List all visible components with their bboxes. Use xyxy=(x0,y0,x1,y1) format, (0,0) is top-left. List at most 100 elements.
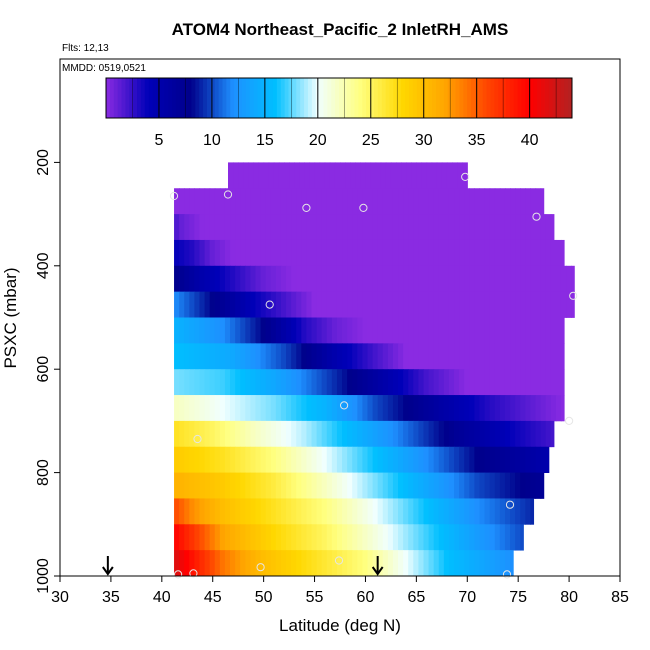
heatmap-cell xyxy=(306,420,313,448)
heatmap-cell xyxy=(494,265,501,293)
colorbar-segment xyxy=(241,78,247,118)
heatmap-cell xyxy=(448,317,455,344)
colorbar-segment xyxy=(467,78,472,118)
heatmap-cell xyxy=(515,446,521,473)
heatmap-cell xyxy=(392,472,399,499)
heatmap-cell xyxy=(331,317,338,344)
colorbar-segment xyxy=(568,78,573,118)
heatmap-cell xyxy=(194,524,201,551)
heatmap-cell xyxy=(443,265,450,293)
heatmap-cell xyxy=(280,317,287,344)
colorbar-segment xyxy=(436,78,441,118)
heatmap-cell xyxy=(230,265,236,293)
x-tick-label: 40 xyxy=(153,589,171,606)
heatmap-cell xyxy=(448,472,455,499)
heatmap-cell xyxy=(204,420,211,448)
heatmap-cell xyxy=(382,498,389,525)
heatmap-cell xyxy=(433,317,440,344)
heatmap-cell xyxy=(479,472,486,499)
heatmap-cell xyxy=(443,317,450,344)
heatmap-cell xyxy=(372,343,379,370)
colorbar-tick-label: 5 xyxy=(155,132,164,149)
heatmap-cell xyxy=(367,239,374,267)
heatmap-cell xyxy=(250,550,257,577)
heatmap-cell xyxy=(387,524,394,551)
heatmap-cell xyxy=(413,188,419,215)
colorbar-segment xyxy=(552,78,557,118)
heatmap-cell xyxy=(316,498,323,525)
colorbar-segment xyxy=(509,78,515,118)
colorbar-segment xyxy=(323,78,328,118)
heatmap-cell xyxy=(362,446,369,473)
heatmap-cell xyxy=(214,420,221,448)
heatmap-cell xyxy=(286,446,292,473)
heatmap-cell xyxy=(331,239,338,267)
heatmap-cell xyxy=(235,498,241,525)
heatmap-cell xyxy=(224,265,231,293)
colorbar-segment xyxy=(300,78,305,118)
heatmap-cell xyxy=(240,395,246,422)
heatmap-cell xyxy=(377,472,384,499)
heatmap-cell xyxy=(484,369,491,396)
heatmap-cell xyxy=(347,395,353,422)
heatmap-cell xyxy=(459,239,465,267)
y-tick-label: 1000 xyxy=(35,558,52,594)
heatmap-cell xyxy=(194,550,201,577)
heatmap-cell xyxy=(464,420,470,448)
heatmap-cell xyxy=(423,291,430,318)
heatmap-cell xyxy=(245,188,251,215)
flight-point xyxy=(256,563,265,572)
heatmap-cell xyxy=(367,214,374,241)
heatmap-cell xyxy=(515,524,521,551)
colorbar-segment xyxy=(230,78,235,118)
heatmap-cell xyxy=(510,395,516,422)
flight-point xyxy=(174,570,183,579)
colorbar-segment xyxy=(486,78,491,118)
heatmap-cell xyxy=(321,498,328,525)
heatmap-cell xyxy=(214,188,221,215)
heatmap-cell xyxy=(260,524,267,551)
heatmap-cell xyxy=(499,214,506,241)
heatmap-cell xyxy=(525,214,531,241)
heatmap-cell xyxy=(280,291,287,318)
heatmap-cell xyxy=(387,239,394,267)
heatmap-cell xyxy=(499,343,506,370)
heatmap-cell xyxy=(377,239,384,267)
heatmap-cell xyxy=(306,395,313,422)
heatmap-cell xyxy=(209,550,216,577)
heatmap-cell xyxy=(545,369,552,396)
heatmap-cell xyxy=(540,472,545,499)
heatmap-cell xyxy=(479,343,486,370)
heatmap-cell xyxy=(454,420,460,448)
heatmap-cell xyxy=(209,446,216,473)
heatmap-cell xyxy=(474,420,481,448)
colorbar-segment xyxy=(183,78,189,118)
heatmap-cell xyxy=(510,524,516,551)
heatmap-cell xyxy=(270,369,277,396)
heatmap-cell xyxy=(540,395,547,422)
heatmap-cell xyxy=(179,524,185,551)
heatmap-cell xyxy=(345,162,351,189)
heatmap-cell xyxy=(479,524,486,551)
heatmap-cell xyxy=(321,188,328,215)
heatmap-cell xyxy=(326,369,333,396)
heatmap-cell xyxy=(342,524,348,551)
heatmap-cell xyxy=(280,395,287,422)
heatmap-cell xyxy=(194,291,201,318)
heatmap-cell xyxy=(352,188,358,215)
heatmap-cell xyxy=(347,343,353,370)
heatmap-cell xyxy=(560,343,565,370)
heatmap-cell xyxy=(250,498,257,525)
heatmap-cell xyxy=(494,343,501,370)
heatmap-cell xyxy=(454,214,460,241)
heatmap-cell xyxy=(243,162,249,189)
arrow-head xyxy=(102,566,114,576)
heatmap-cell xyxy=(331,420,338,448)
heatmap-cell xyxy=(209,498,216,525)
heatmap-cell xyxy=(367,369,374,396)
heatmap-cell xyxy=(204,446,211,473)
heatmap-cell xyxy=(209,524,216,551)
heatmap-cell xyxy=(540,446,547,473)
heatmap-cell xyxy=(260,420,267,448)
heatmap-cell xyxy=(459,317,465,344)
